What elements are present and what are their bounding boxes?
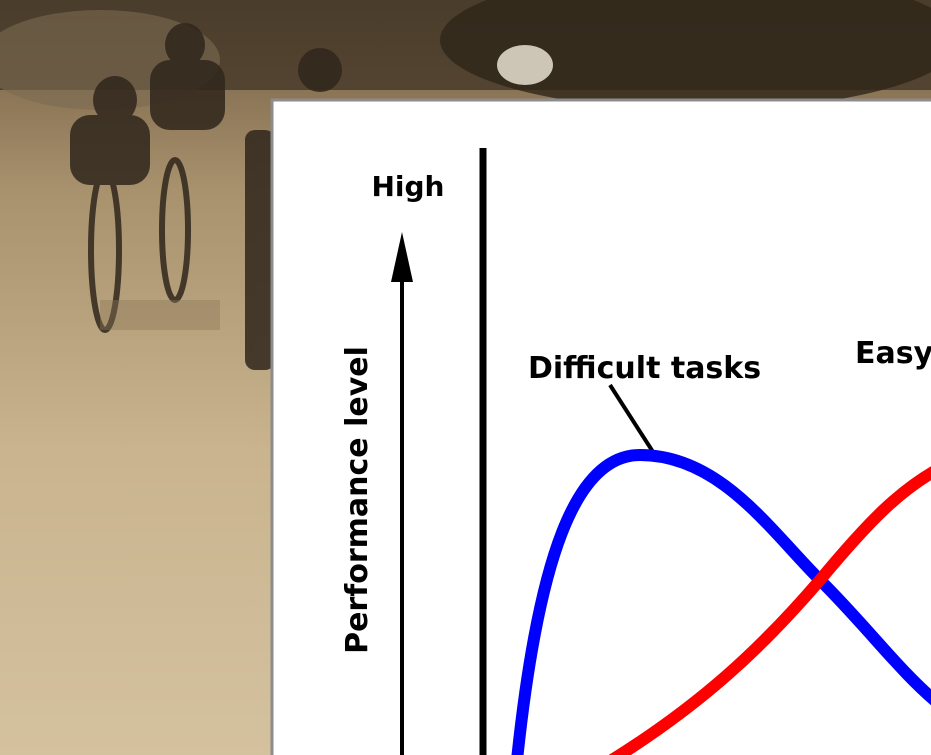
- screenshot: High Performance level Difficult tasks E…: [0, 0, 931, 755]
- difficult-label: Difficult tasks: [528, 351, 761, 386]
- y-axis-label: Performance level: [340, 346, 375, 654]
- high-label: High: [371, 170, 444, 203]
- easy-label: Easy: [855, 336, 931, 371]
